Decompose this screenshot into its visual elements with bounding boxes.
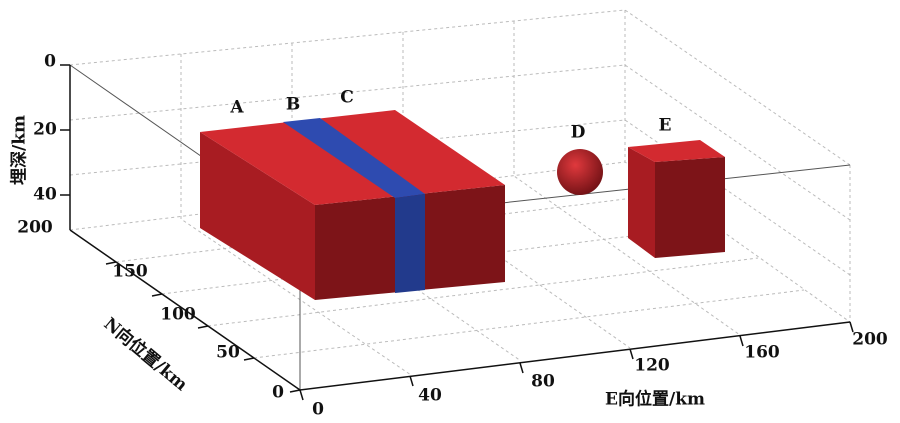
- east-tick: 120: [634, 356, 670, 376]
- depth-tick: 20: [33, 120, 57, 140]
- body-label: C: [340, 88, 354, 108]
- depth-tick: 0: [44, 52, 56, 72]
- east-tick: 80: [531, 372, 555, 392]
- body-label: D: [571, 123, 586, 143]
- east-tick: 200: [852, 330, 888, 350]
- body-label: B: [286, 95, 300, 115]
- sphere-d: [557, 149, 603, 195]
- depth-tick: 40: [33, 185, 57, 205]
- east-tick: 0: [312, 400, 324, 420]
- axes: [60, 64, 854, 401]
- body-label: E: [659, 116, 672, 136]
- east-label: E向位置/km: [605, 389, 705, 410]
- north-tick: 100: [160, 305, 196, 325]
- east-tick: 40: [418, 386, 442, 406]
- north-label: N向位置/km: [100, 313, 192, 395]
- block-abc: [200, 110, 505, 300]
- body-label: A: [229, 98, 244, 118]
- north-tick: 0: [272, 383, 284, 403]
- north-tick: 150: [112, 262, 148, 282]
- north-tick: 200: [17, 218, 53, 238]
- east-tick: 160: [744, 343, 780, 363]
- block-e: [628, 140, 725, 258]
- north-tick: 50: [216, 343, 240, 363]
- depth-label: 埋深/km: [9, 115, 30, 185]
